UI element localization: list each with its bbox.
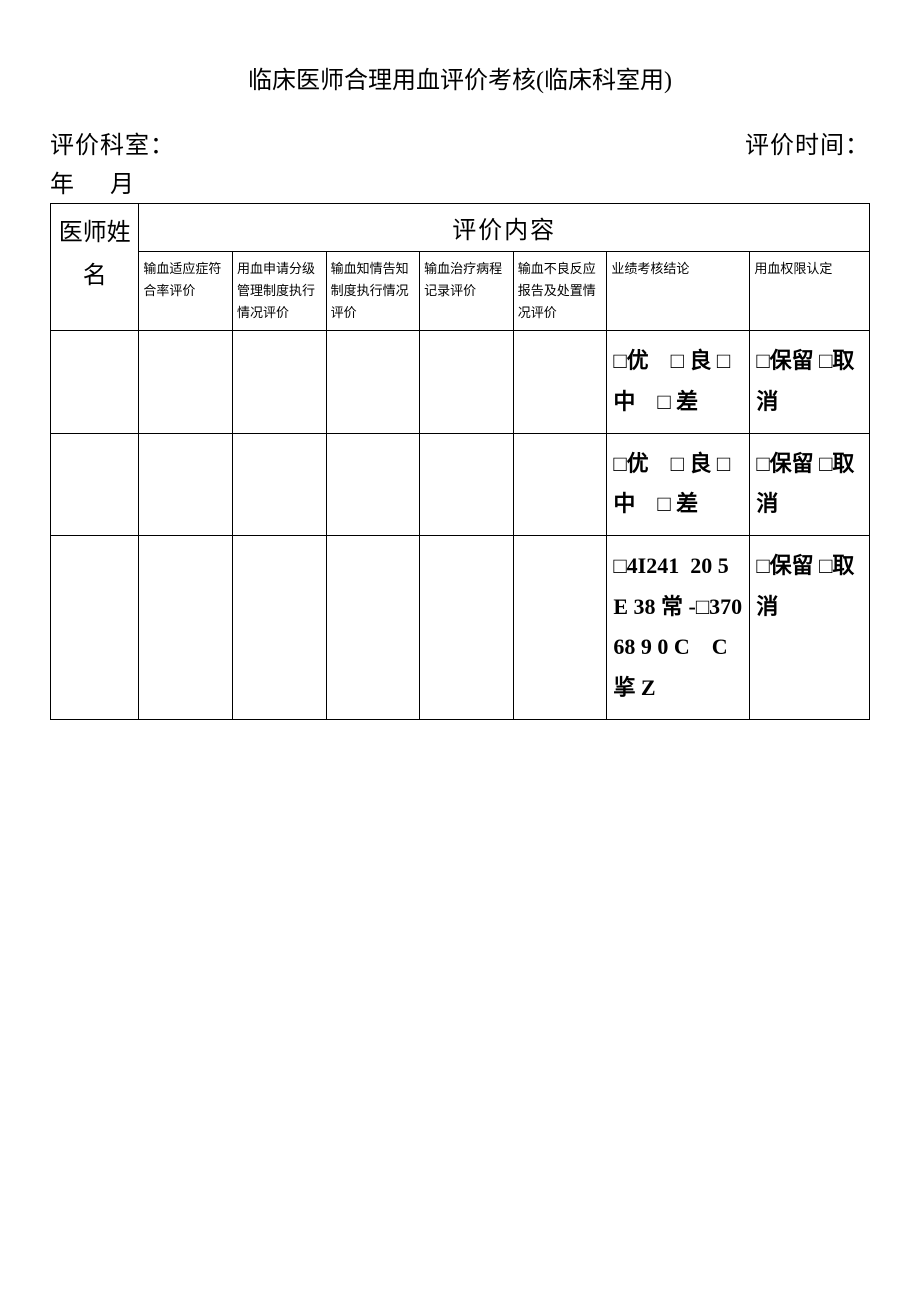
eval-time-label: 评价时间： [745, 125, 870, 160]
page-title: 临床医师合理用血评价考核(临床科室用) [50, 60, 870, 95]
cell-c3 [326, 536, 420, 720]
cell-result: □优 □ 良 □中 □ 差 [607, 331, 750, 433]
cell-auth: □保留 □取消 [750, 433, 870, 535]
cell-c3 [326, 433, 420, 535]
subcol-6: 业绩考核结论 [607, 252, 750, 331]
cell-c1 [139, 536, 233, 720]
cell-c5 [513, 433, 607, 535]
table-row: □优 □ 良 □中 □ 差 □保留 □取消 [51, 331, 870, 433]
subcol-4: 输血治疗病程记录评价 [420, 252, 514, 331]
cell-c4 [420, 433, 514, 535]
cell-c5 [513, 331, 607, 433]
col-header-name: 医师姓名 [51, 204, 139, 331]
month-label: 月 [110, 172, 135, 198]
cell-name [51, 433, 139, 535]
cell-c2 [232, 433, 326, 535]
subheader: 评价科室： 评价时间： [50, 125, 870, 160]
subcol-2: 用血申请分级管理制度执行情况评价 [232, 252, 326, 331]
cell-name [51, 331, 139, 433]
subcol-5: 输血不良反应报告及处置情况评价 [513, 252, 607, 331]
cell-c2 [232, 536, 326, 720]
cell-c5 [513, 536, 607, 720]
cell-name [51, 536, 139, 720]
col-header-content: 评价内容 [139, 204, 870, 252]
table-row: □优 □ 良 □中 □ 差 □保留 □取消 [51, 433, 870, 535]
cell-auth: □保留 □取消 [750, 536, 870, 720]
date-line: 年 月 [50, 164, 870, 199]
cell-c4 [420, 536, 514, 720]
table-row: □4I241 20 5 E 38 常 -□370 68 9 0 C C 㧛 Z … [51, 536, 870, 720]
cell-result: □优 □ 良 □中 □ 差 [607, 433, 750, 535]
eval-dept-label: 评价科室： [50, 125, 175, 160]
subcol-1: 输血适应症符合率评价 [139, 252, 233, 331]
cell-c4 [420, 331, 514, 433]
year-label: 年 [50, 172, 75, 198]
cell-c2 [232, 331, 326, 433]
subcol-3: 输血知情告知制度执行情况评价 [326, 252, 420, 331]
cell-result: □4I241 20 5 E 38 常 -□370 68 9 0 C C 㧛 Z [607, 536, 750, 720]
evaluation-table: 医师姓名 评价内容 输血适应症符合率评价 用血申请分级管理制度执行情况评价 输血… [50, 203, 870, 720]
cell-c1 [139, 433, 233, 535]
cell-c3 [326, 331, 420, 433]
subcol-7: 用血权限认定 [750, 252, 870, 331]
cell-c1 [139, 331, 233, 433]
cell-auth: □保留 □取消 [750, 331, 870, 433]
